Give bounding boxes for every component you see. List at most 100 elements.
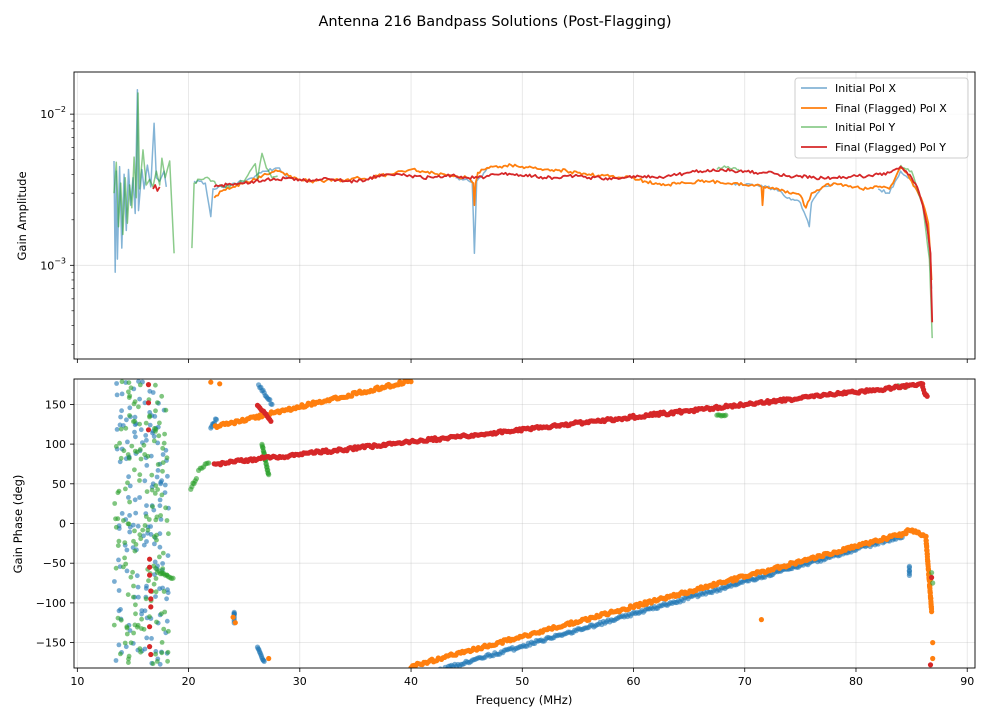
phase-dot-initial-pol-y xyxy=(152,491,158,496)
phase-dot-final-flagged-pol-x xyxy=(208,379,214,385)
phase-dot-initial-pol-y xyxy=(149,472,155,478)
phase-dot-initial-pol-x xyxy=(118,607,123,612)
phase-dot-initial-pol-x xyxy=(144,635,150,641)
phase-panel: 10 20 30 40 50 60 70 80 90 150 100 50 0 −50 −100 −150 G… xyxy=(11,378,976,707)
phase-dot-initial-pol-y xyxy=(126,380,132,385)
phase-dot-initial-pol-x xyxy=(906,572,913,579)
phase-dot-initial-pol-y xyxy=(158,513,164,518)
phase-dot-initial-pol-x xyxy=(261,658,267,665)
phase-dot-initial-pol-x xyxy=(151,434,157,439)
phase-dot-final-flagged-pol-x xyxy=(408,379,414,385)
phase-dot-initial-pol-x xyxy=(269,401,275,407)
phase-dot-initial-pol-x xyxy=(112,579,117,584)
figure-title: Antenna 216 Bandpass Solutions (Post-Fla… xyxy=(318,14,671,30)
phase-dot-initial-pol-x xyxy=(143,433,149,438)
phase-dot-initial-pol-y xyxy=(165,649,171,655)
phase-dot-initial-pol-y xyxy=(139,626,144,631)
phase-y-axis-label: Gain Phase (deg) xyxy=(11,475,25,574)
legend-entry-initial-pol-y: Initial Pol Y xyxy=(801,121,895,134)
legend-box xyxy=(794,77,969,159)
phase-dot-initial-pol-x xyxy=(130,522,136,528)
phase-y-tick-label: 50 xyxy=(52,478,66,491)
phase-dot-initial-pol-y xyxy=(125,389,131,395)
phase-dot-initial-pol-y xyxy=(134,449,140,455)
phase-y-tick-label: −100 xyxy=(36,597,66,610)
phase-dot-initial-pol-x xyxy=(116,557,121,563)
phase-dot-initial-pol-y xyxy=(118,617,124,623)
phase-dot-initial-pol-x xyxy=(142,646,148,652)
phase-dot-initial-pol-y xyxy=(159,650,165,656)
phase-dot-initial-pol-x xyxy=(138,427,144,433)
phase-y-tick-label: 100 xyxy=(45,438,66,451)
amplitude-y-tick-exponent: −3 xyxy=(54,256,66,265)
phase-dot-initial-pol-y xyxy=(113,444,119,449)
phase-dot-initial-pol-y xyxy=(117,440,122,446)
phase-dot-final-flagged-pol-y xyxy=(147,644,153,650)
phase-dot-final-flagged-pol-x xyxy=(266,655,272,662)
phase-dot-initial-pol-x xyxy=(127,483,133,489)
phase-dot-final-flagged-pol-y xyxy=(145,427,152,433)
x-tick-label: 50 xyxy=(515,675,529,688)
phase-dot-initial-pol-y xyxy=(130,569,136,575)
phase-dot-initial-pol-x xyxy=(124,547,130,553)
phase-dot-final-flagged-pol-y xyxy=(148,651,154,658)
phase-dot-initial-pol-y xyxy=(132,548,138,554)
phase-dot-initial-pol-y xyxy=(115,543,121,548)
phase-dot-initial-pol-y xyxy=(145,527,151,533)
phase-dot-initial-pol-x xyxy=(135,523,141,529)
phase-dot-initial-pol-y xyxy=(155,487,161,492)
phase-dot-initial-pol-x xyxy=(153,594,158,599)
phase-dot-initial-pol-y xyxy=(118,455,124,461)
phase-dot-initial-pol-y xyxy=(137,421,143,427)
phase-dot-initial-pol-y xyxy=(121,518,126,523)
phase-dot-initial-pol-x xyxy=(157,661,163,667)
phase-dot-initial-pol-y xyxy=(163,407,169,413)
phase-dot-initial-pol-y xyxy=(266,472,272,478)
phase-dot-initial-pol-x xyxy=(159,478,165,484)
phase-dots xyxy=(111,379,936,674)
phase-dot-initial-pol-x xyxy=(165,553,171,558)
legend-label-initial-pol-x: Initial Pol X xyxy=(835,82,896,95)
phase-dot-initial-pol-y xyxy=(111,622,117,628)
phase-dot-initial-pol-y xyxy=(153,408,158,414)
phase-dot-initial-pol-y xyxy=(723,412,729,418)
phase-dot-final-flagged-pol-y xyxy=(147,624,153,630)
phase-dot-initial-pol-y xyxy=(160,445,166,451)
phase-dot-initial-pol-x xyxy=(132,497,138,503)
phase-dot-initial-pol-x xyxy=(119,408,124,414)
phase-dot-initial-pol-y xyxy=(113,516,118,522)
phase-dot-initial-pol-y xyxy=(147,413,153,419)
phase-dot-final-flagged-pol-y xyxy=(927,662,934,668)
phase-dot-initial-pol-x xyxy=(116,588,122,593)
phase-dot-initial-pol-x xyxy=(436,669,441,674)
phase-dot-initial-pol-y xyxy=(155,462,161,467)
phase-dot-initial-pol-x xyxy=(152,541,157,547)
phase-dot-initial-pol-y xyxy=(164,455,170,461)
phase-dot-final-flagged-pol-y xyxy=(148,588,154,594)
phase-dot-initial-pol-x xyxy=(119,511,125,516)
phase-dot-initial-pol-x xyxy=(137,495,143,500)
phase-dots-final-flagged-pol-x xyxy=(208,379,936,668)
phase-dot-initial-pol-y xyxy=(131,583,136,589)
phase-dot-initial-pol-y xyxy=(143,596,149,602)
phase-dot-initial-pol-y xyxy=(151,563,157,569)
phase-dot-initial-pol-x xyxy=(160,452,166,457)
phase-dot-initial-pol-y xyxy=(123,486,128,492)
phase-dot-initial-pol-y xyxy=(124,631,130,637)
phase-dot-final-flagged-pol-y xyxy=(924,393,930,399)
phase-dot-initial-pol-x xyxy=(439,668,444,673)
phase-dot-final-flagged-pol-y xyxy=(147,564,153,570)
phase-dot-initial-pol-y xyxy=(131,630,137,636)
phase-dot-initial-pol-x xyxy=(114,427,120,432)
phase-dot-initial-pol-y xyxy=(153,576,159,581)
phase-dot-initial-pol-y xyxy=(138,649,144,655)
phase-dot-initial-pol-y xyxy=(157,420,162,426)
phase-dot-initial-pol-y xyxy=(115,490,121,496)
amplitude-panel: 10−2 10−3 Gain Amplitude Initial Pol X Fi… xyxy=(15,71,976,363)
phase-dot-initial-pol-y xyxy=(143,420,149,426)
x-tick-label: 40 xyxy=(404,675,418,688)
phase-dot-initial-pol-y xyxy=(160,460,166,465)
x-tick-label: 20 xyxy=(182,675,196,688)
phase-dot-initial-pol-y xyxy=(121,564,126,570)
phase-dot-initial-pol-x xyxy=(123,644,129,650)
